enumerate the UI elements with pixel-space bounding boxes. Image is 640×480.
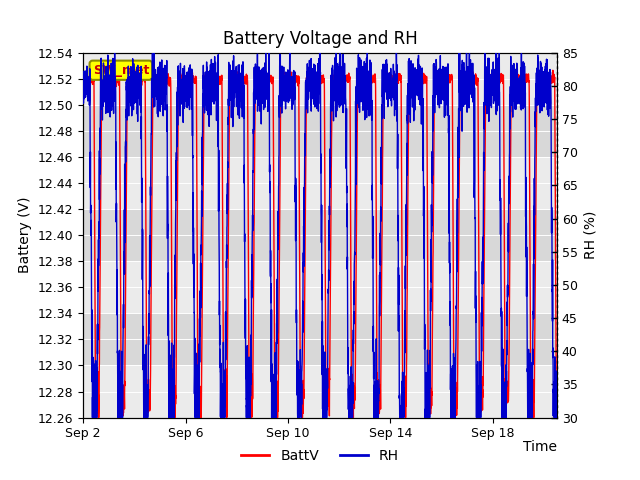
Bar: [83, 53, 557, 105]
Bar: [83, 157, 557, 209]
Bar: [83, 261, 557, 313]
Bar: [83, 209, 557, 261]
Legend: BattV, RH: BattV, RH: [236, 443, 404, 468]
Y-axis label: Battery (V): Battery (V): [18, 197, 32, 274]
Text: Time: Time: [523, 440, 557, 454]
Bar: [83, 105, 557, 157]
Y-axis label: RH (%): RH (%): [583, 211, 597, 259]
Text: SW_met: SW_met: [93, 64, 149, 77]
Bar: [83, 365, 557, 418]
Title: Battery Voltage and RH: Battery Voltage and RH: [223, 30, 417, 48]
Bar: [83, 313, 557, 365]
